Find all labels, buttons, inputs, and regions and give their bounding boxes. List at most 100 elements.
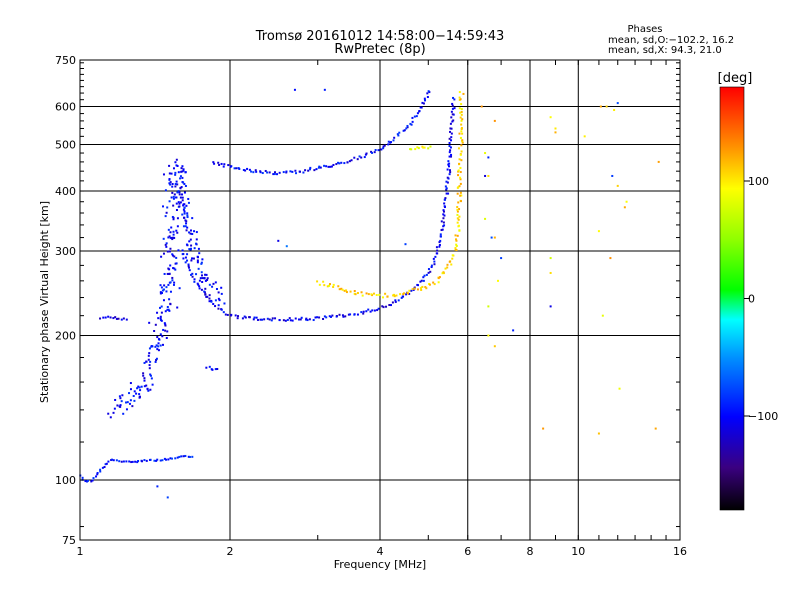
data-point [149, 458, 152, 461]
data-point [425, 273, 428, 276]
data-point [181, 193, 184, 196]
data-point [107, 315, 110, 318]
data-point [458, 96, 461, 99]
data-point [172, 230, 175, 233]
data-point [410, 289, 413, 292]
colorbar-gradient [719, 86, 745, 511]
data-point [175, 262, 178, 265]
colorbar-tick-label: 100 [748, 175, 769, 188]
data-point [200, 261, 203, 264]
data-point [177, 171, 180, 174]
data-point [356, 292, 359, 295]
data-point [174, 457, 177, 460]
data-point [496, 279, 499, 282]
data-point [165, 286, 168, 289]
data-point [180, 455, 183, 458]
data-point [417, 147, 420, 150]
data-point [197, 247, 200, 250]
data-point [625, 200, 628, 203]
data-point [172, 218, 175, 221]
data-point [400, 296, 403, 299]
data-point [264, 169, 267, 172]
data-point [362, 312, 365, 315]
data-point [163, 457, 166, 460]
data-point [367, 293, 370, 296]
data-point [164, 310, 167, 313]
data-point [244, 169, 247, 172]
data-point [208, 300, 211, 303]
data-point [178, 193, 181, 196]
data-point [406, 124, 409, 127]
data-point [458, 91, 461, 94]
data-point [233, 167, 236, 170]
data-point [160, 255, 163, 258]
data-point [179, 186, 182, 189]
data-point [230, 313, 233, 316]
data-point [480, 105, 483, 108]
data-point [236, 317, 239, 320]
data-point [461, 140, 464, 143]
data-point [168, 182, 171, 185]
data-point [393, 293, 396, 296]
data-point [95, 475, 98, 478]
data-point [186, 259, 189, 262]
data-point [139, 389, 142, 392]
data-point [261, 172, 264, 175]
data-point [200, 271, 203, 274]
data-point [112, 317, 115, 320]
data-point [338, 288, 341, 291]
data-point [157, 349, 160, 352]
data-points [79, 88, 660, 499]
data-point [411, 288, 414, 291]
data-point [162, 237, 165, 240]
data-point [113, 407, 116, 410]
data-point [450, 263, 453, 266]
data-point [430, 264, 433, 267]
gridlines [80, 60, 680, 540]
data-point [549, 257, 552, 260]
data-point [341, 314, 344, 317]
data-point [360, 156, 363, 159]
data-point [448, 173, 451, 176]
data-point [167, 458, 170, 461]
data-point [397, 299, 400, 302]
data-point [138, 395, 141, 398]
data-point [399, 293, 402, 296]
data-point [182, 168, 185, 171]
data-point [434, 255, 437, 258]
data-point [214, 299, 217, 302]
data-point [371, 151, 374, 154]
data-point [138, 393, 141, 396]
data-point [305, 317, 308, 320]
data-point [197, 283, 200, 286]
data-point [125, 401, 128, 404]
data-point [418, 110, 421, 113]
data-point [425, 287, 428, 290]
data-point [396, 133, 399, 136]
data-point [129, 382, 132, 385]
data-point [196, 255, 199, 258]
data-point [348, 160, 351, 163]
data-point [414, 148, 417, 151]
data-point [452, 96, 455, 99]
data-point [178, 287, 181, 290]
data-point [169, 181, 172, 184]
data-point [177, 190, 180, 193]
data-point [393, 136, 396, 139]
data-point [456, 234, 459, 237]
data-point [289, 170, 292, 173]
plot-area: 1 2 4 6 8 10 16 75 100 200 300 400 500 600 750 [55, 54, 687, 558]
data-point [149, 388, 152, 391]
data-point [449, 146, 452, 149]
data-point [142, 374, 145, 377]
data-point [217, 297, 220, 300]
data-point [179, 196, 182, 199]
data-point [266, 171, 269, 174]
data-point [166, 330, 169, 333]
data-point [393, 295, 396, 298]
data-point [162, 205, 165, 208]
data-point [426, 92, 429, 95]
data-point [445, 192, 448, 195]
data-point [442, 213, 445, 216]
data-point [182, 204, 185, 207]
